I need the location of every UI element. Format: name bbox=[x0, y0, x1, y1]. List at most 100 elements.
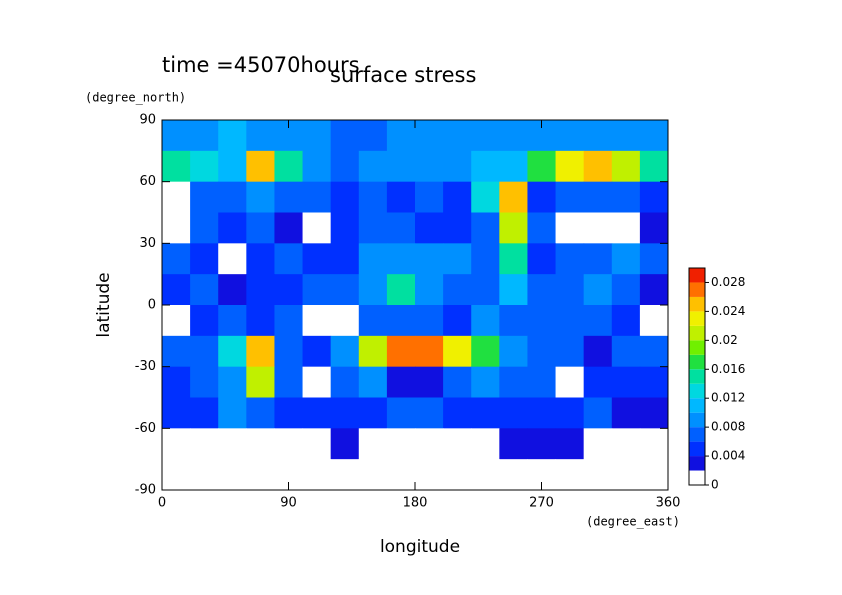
colorbar-band bbox=[689, 340, 705, 355]
cell bbox=[527, 335, 557, 368]
cell bbox=[218, 120, 247, 152]
cell bbox=[639, 212, 669, 244]
colorbar-tick-label: 0.02 bbox=[711, 333, 738, 347]
cell bbox=[499, 181, 528, 213]
cell bbox=[471, 305, 500, 337]
cell bbox=[499, 366, 528, 398]
cell bbox=[358, 274, 388, 306]
cell bbox=[555, 305, 585, 337]
cell bbox=[471, 274, 500, 306]
cell bbox=[443, 428, 472, 460]
cell bbox=[555, 335, 585, 368]
cell bbox=[611, 212, 641, 244]
cell bbox=[611, 274, 641, 306]
cell bbox=[162, 305, 191, 337]
cell bbox=[330, 366, 360, 398]
cell bbox=[190, 428, 219, 460]
cell bbox=[471, 150, 500, 183]
cell bbox=[218, 366, 247, 398]
cell bbox=[330, 397, 360, 429]
cell bbox=[639, 120, 669, 152]
colorbar-band bbox=[689, 369, 705, 384]
cell bbox=[471, 366, 500, 398]
cell bbox=[386, 305, 416, 337]
cell bbox=[190, 212, 219, 244]
cell bbox=[190, 243, 219, 275]
cell bbox=[330, 243, 360, 275]
cell bbox=[386, 243, 416, 275]
cell bbox=[583, 243, 613, 275]
cell bbox=[415, 335, 444, 368]
cell bbox=[415, 459, 444, 491]
cell bbox=[246, 397, 275, 429]
colorbar-band bbox=[689, 354, 705, 370]
cell bbox=[190, 397, 219, 429]
cell bbox=[302, 305, 332, 337]
colorbar-tick-label: 0.004 bbox=[711, 449, 745, 463]
cell bbox=[639, 305, 669, 337]
cell bbox=[471, 120, 500, 152]
cell bbox=[611, 428, 641, 460]
cell bbox=[274, 366, 304, 398]
cell bbox=[246, 459, 275, 491]
cell bbox=[302, 428, 332, 460]
colorbar-tick-label: 0.008 bbox=[711, 420, 745, 434]
x-tick-label: 180 bbox=[403, 496, 428, 511]
cell bbox=[639, 366, 669, 398]
cell bbox=[415, 305, 444, 337]
cell bbox=[583, 335, 613, 368]
cell bbox=[499, 150, 528, 183]
cell bbox=[358, 212, 388, 244]
y-tick-label: 0 bbox=[148, 298, 156, 313]
colorbar-band bbox=[689, 441, 705, 457]
cell bbox=[527, 305, 557, 337]
colorbar-tick-label: 0.012 bbox=[711, 391, 745, 405]
y-tick-label: -60 bbox=[135, 421, 156, 436]
cell bbox=[415, 274, 444, 306]
colorbar-tick-label: 0.028 bbox=[711, 275, 745, 289]
cell bbox=[246, 243, 275, 275]
cell bbox=[555, 243, 585, 275]
cell bbox=[639, 335, 669, 368]
chart-title: surface stress bbox=[330, 63, 476, 87]
cell bbox=[330, 150, 360, 183]
cell bbox=[415, 120, 444, 152]
cell bbox=[471, 428, 500, 460]
colorbar-band bbox=[689, 470, 705, 485]
y-tick-label: -30 bbox=[135, 359, 156, 374]
cell bbox=[555, 181, 585, 213]
cell bbox=[162, 181, 191, 213]
cell bbox=[583, 212, 613, 244]
colorbar-band bbox=[689, 383, 705, 399]
cell bbox=[499, 459, 528, 491]
colorbar-tick-label: 0.016 bbox=[711, 362, 745, 376]
cell bbox=[555, 366, 585, 398]
cell bbox=[330, 428, 360, 460]
cell bbox=[386, 459, 416, 491]
cell bbox=[358, 459, 388, 491]
cell bbox=[274, 150, 304, 183]
x-tick-label: 90 bbox=[280, 496, 297, 511]
cell bbox=[555, 459, 585, 491]
cell bbox=[246, 150, 275, 183]
cell bbox=[386, 397, 416, 429]
cell bbox=[471, 181, 500, 213]
cell bbox=[583, 274, 613, 306]
cell bbox=[302, 397, 332, 429]
cell bbox=[246, 212, 275, 244]
cell bbox=[527, 366, 557, 398]
cell bbox=[386, 335, 416, 368]
cell bbox=[499, 120, 528, 152]
colorbar-band bbox=[689, 282, 705, 297]
cell bbox=[471, 397, 500, 429]
y-tick-label: -90 bbox=[135, 483, 156, 498]
colorbar-band bbox=[689, 456, 705, 471]
cell bbox=[386, 274, 416, 306]
cell bbox=[162, 335, 191, 368]
cell bbox=[386, 366, 416, 398]
cell bbox=[499, 335, 528, 368]
cell bbox=[527, 212, 557, 244]
cell bbox=[246, 181, 275, 213]
cell bbox=[499, 305, 528, 337]
cell bbox=[162, 274, 191, 306]
